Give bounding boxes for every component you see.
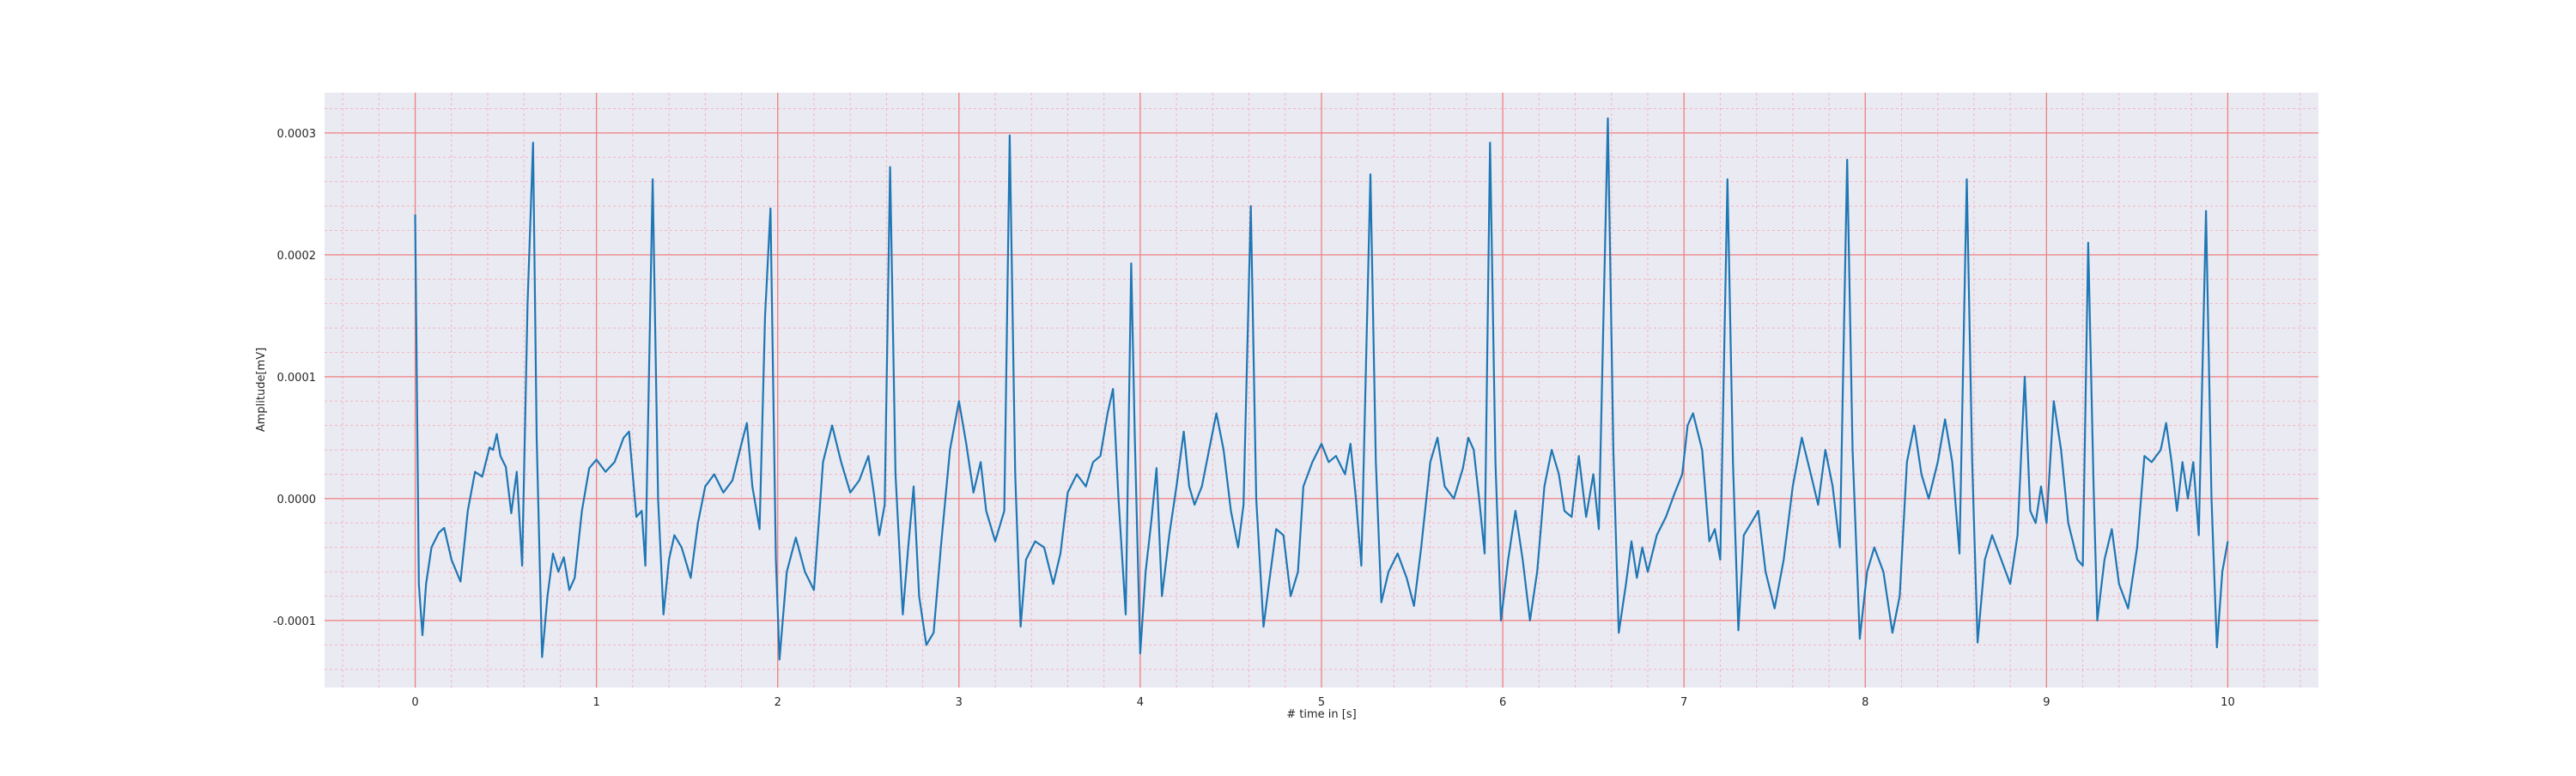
x-tick-label: 6	[1499, 696, 1506, 709]
x-tick-label: 4	[1137, 696, 1144, 709]
y-tick-label: 0.0001	[277, 372, 317, 385]
x-tick-label: 10	[2221, 696, 2235, 709]
x-axis-ticks: 0 1 2 3 4 5 6 7 8 9 10	[411, 696, 2234, 709]
y-tick-label: 0.0002	[277, 250, 317, 263]
x-tick-label: 0	[411, 696, 418, 709]
x-tick-label: 2	[775, 696, 781, 709]
x-tick-label: 8	[1862, 696, 1868, 709]
y-tick-label: 0.0003	[277, 128, 317, 141]
y-tick-label: -0.0001	[273, 615, 316, 628]
x-axis-label: # time in [s]	[1286, 708, 1356, 721]
x-tick-label: 9	[2043, 696, 2050, 709]
y-tick-label: 0.0000	[277, 494, 317, 506]
x-tick-label: 5	[1318, 696, 1325, 709]
x-tick-label: 7	[1680, 696, 1687, 709]
signal-line	[414, 117, 2229, 661]
y-axis-ticks: -0.0001 0.0000 0.0001 0.0002 0.0003	[273, 128, 316, 628]
x-tick-label: 3	[956, 696, 963, 709]
y-axis-label: Amplitude[mV]	[255, 348, 268, 432]
x-tick-label: 1	[592, 696, 599, 709]
